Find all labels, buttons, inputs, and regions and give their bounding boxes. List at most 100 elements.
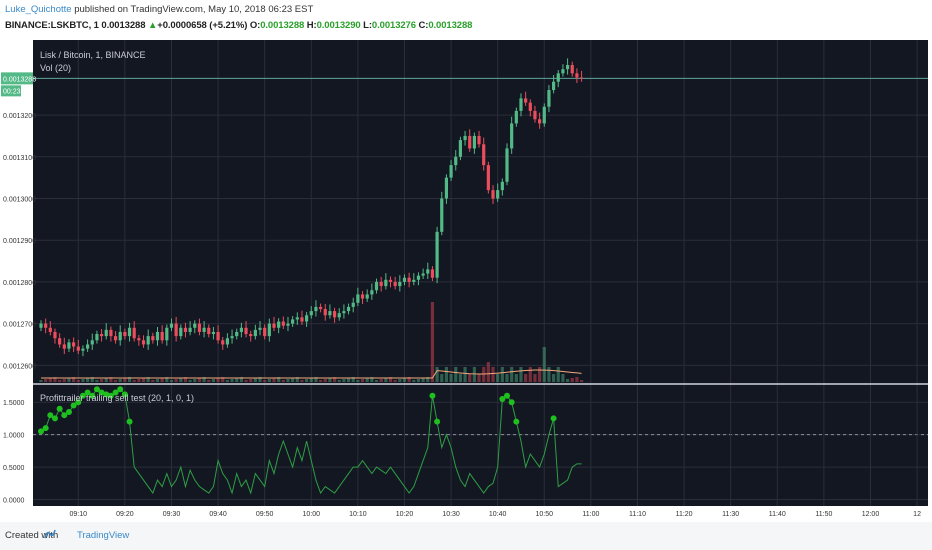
candle-body: [402, 277, 407, 282]
volume-bar: [463, 367, 467, 382]
volume-bar: [384, 378, 388, 382]
volume-bar: [365, 378, 369, 382]
volume-bar: [332, 377, 337, 382]
candle-body: [454, 156, 458, 166]
price-axis[interactable]: 0.0012600 0.0012700 0.0012800 0.0012900 0.00…: [3, 113, 36, 370]
candle-body: [579, 77, 584, 79]
candle-body: [374, 281, 379, 291]
candle-body: [384, 279, 388, 287]
price-tick-label: 0.0013200: [3, 113, 36, 120]
candle-body: [575, 73, 579, 78]
candle-body: [524, 98, 528, 103]
low-label: L:: [363, 20, 372, 31]
price-tick-label: 0.0013000: [3, 196, 36, 203]
countdown-tag: [1, 85, 21, 97]
volume-bar: [388, 377, 393, 382]
countdown-tag-text: 00:23: [3, 88, 21, 95]
time-tick-label: 11:20: [676, 511, 693, 518]
main-pane-title: Lisk / Bitcoin, 1, BINANCE: [40, 50, 146, 60]
signal-marker: [98, 389, 105, 396]
signal-marker: [75, 399, 82, 406]
candle-body: [225, 338, 229, 345]
signal-marker: [38, 428, 44, 435]
candle-body: [309, 311, 313, 316]
candle-body: [211, 331, 216, 335]
volume-bar: [556, 367, 560, 382]
volume-bar: [160, 378, 164, 382]
time-axis[interactable]: 09:10 09:20 09:30 09:40 09:50 10:00 10:10 10:20…: [70, 511, 922, 518]
candle-body: [230, 336, 234, 339]
signal-marker: [79, 392, 86, 399]
volume-bar: [351, 377, 355, 382]
volume-bar: [44, 379, 48, 382]
candle-body: [421, 273, 425, 276]
volume-bar: [538, 367, 542, 382]
candle-body: [426, 269, 430, 274]
signal-marker: [61, 412, 68, 419]
volume-bar: [132, 380, 136, 382]
volume-bar: [416, 379, 421, 382]
volume-ma-line: [41, 369, 582, 379]
candle-body: [328, 311, 332, 316]
candle-body: [295, 317, 299, 320]
candle-body: [104, 329, 108, 337]
candle-body: [109, 329, 113, 337]
chart-canvas[interactable]: 0.0012600 0.0012700 0.0012800 0.0012900 0.00…: [0, 38, 932, 522]
volume-bar: [393, 380, 397, 382]
high-value: 0.0013290: [316, 20, 361, 31]
volume-bar: [235, 378, 239, 382]
candle-body: [113, 336, 118, 341]
candle-body: [76, 346, 80, 351]
volume-bar: [402, 378, 407, 382]
volume-bar: [225, 380, 229, 382]
price-tick-label: 0.0012600: [3, 363, 36, 370]
volume-bar: [454, 367, 458, 382]
volume-bar: [398, 379, 402, 382]
signal-marker: [126, 418, 133, 425]
volume-bar: [118, 379, 122, 382]
tradingview-link[interactable]: TradingView: [76, 530, 130, 541]
volume-bar: [76, 380, 80, 382]
signal-marker: [103, 391, 110, 398]
volume-bar: [449, 374, 453, 382]
author-link[interactable]: Luke_Quichotte: [5, 4, 72, 15]
volume-bar: [337, 380, 341, 382]
volume-bar: [81, 379, 85, 382]
volume-bar: [221, 377, 225, 382]
volume-bar: [579, 380, 584, 382]
candle-body: [444, 177, 449, 199]
volume-bar: [524, 374, 528, 382]
volume-bar: [472, 367, 476, 382]
candle-body: [440, 198, 444, 232]
candle-body: [398, 281, 402, 287]
symbol-label: BINANCE:LSKBTC, 1: [5, 20, 99, 31]
candle-body: [267, 323, 271, 337]
candle-body: [365, 294, 369, 299]
candle-body: [291, 319, 295, 324]
osc-tick-label: 1.0000: [3, 433, 25, 440]
volume-bar: [67, 378, 71, 382]
candle-body: [272, 323, 276, 328]
chart-background: [33, 40, 928, 506]
time-tick-label: 11:50: [815, 511, 832, 518]
volume-bar: [342, 379, 346, 382]
candle-body: [337, 313, 341, 318]
volume-bar: [263, 380, 267, 382]
publish-line: Luke_Quichotte published on TradingView.…: [5, 4, 313, 15]
signal-marker: [508, 399, 515, 406]
candle-body: [319, 306, 323, 310]
volume-bar: [109, 377, 113, 382]
candle-body: [160, 331, 164, 341]
candle-body: [468, 135, 472, 149]
signal-marker: [70, 402, 77, 409]
signal-marker: [429, 392, 436, 399]
oscillator-axis[interactable]: 1.5000 1.0000 0.5000 0.0000: [3, 400, 25, 504]
candle-body: [183, 327, 188, 332]
signal-marker: [121, 391, 128, 398]
volume-bar: [533, 374, 537, 382]
candle-body: [53, 331, 57, 339]
volume-bar: [379, 379, 383, 382]
candle-body: [510, 123, 514, 149]
volume-bar: [95, 380, 99, 382]
volume-bar: [179, 378, 183, 382]
